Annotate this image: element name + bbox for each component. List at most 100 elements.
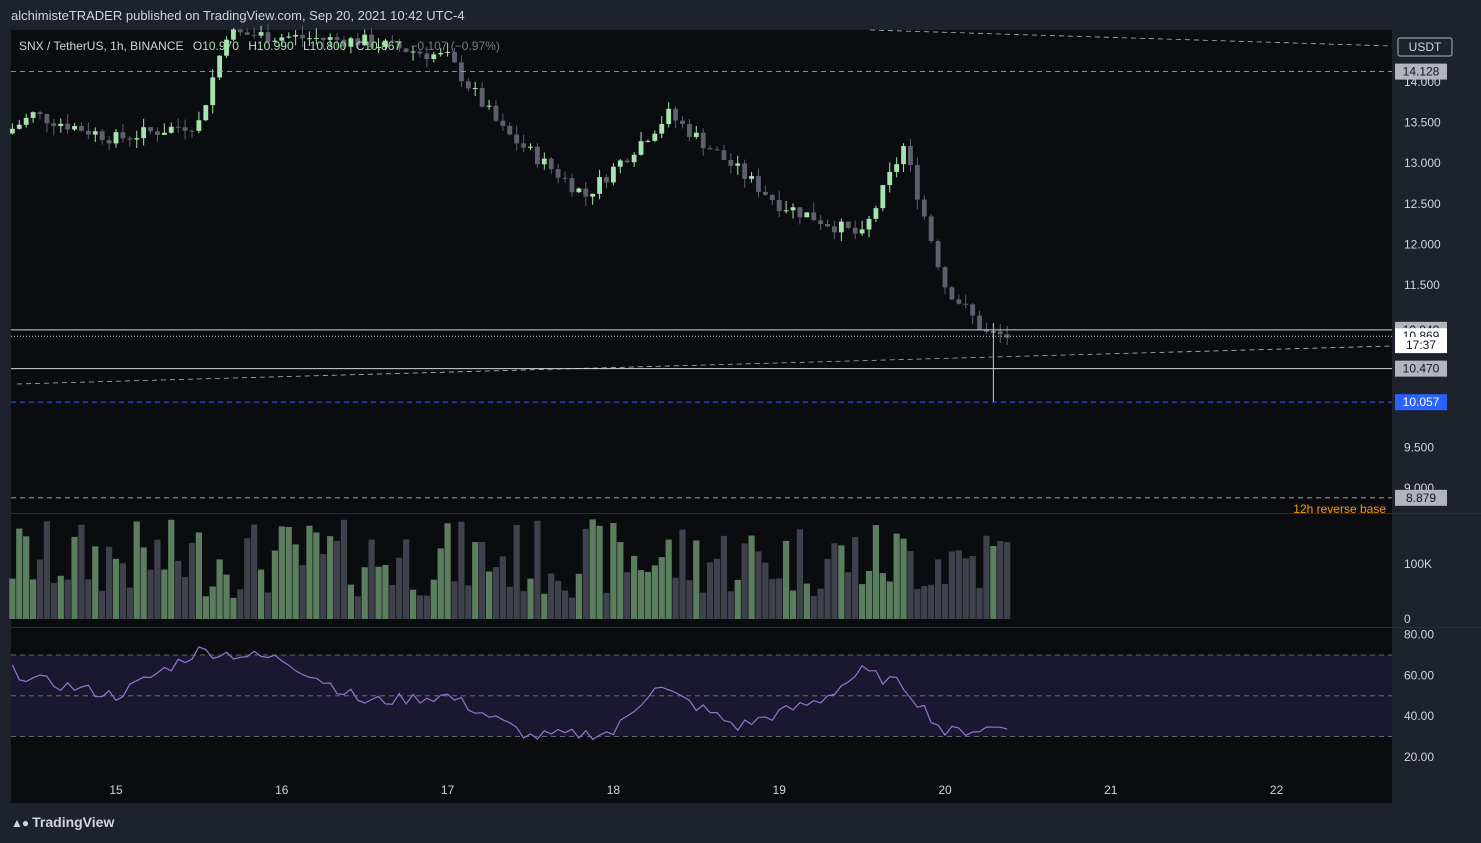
volume-bar xyxy=(672,577,679,619)
candle-body xyxy=(410,51,416,53)
candle-body xyxy=(977,315,982,330)
candle-body xyxy=(362,34,368,46)
volume-bar xyxy=(810,596,817,619)
low-value: 10.800 xyxy=(309,39,347,53)
candle-body xyxy=(286,36,292,38)
volume-bar xyxy=(886,581,893,619)
candle-body xyxy=(452,51,457,63)
candle-body xyxy=(762,191,768,195)
candle-body xyxy=(956,299,962,304)
candle-body xyxy=(9,128,15,134)
volume-bar xyxy=(983,535,990,619)
candle-body xyxy=(631,154,637,163)
candle-body xyxy=(887,171,893,186)
volume-bar xyxy=(852,537,859,619)
candle-body xyxy=(389,40,395,42)
price-tick-label: 11.500 xyxy=(1404,278,1440,292)
time-tick-label: 17 xyxy=(441,783,455,797)
volume-bar xyxy=(154,539,161,619)
candle-body xyxy=(949,287,955,300)
volume-bar xyxy=(845,572,852,619)
volume-bar xyxy=(976,588,983,619)
candle-body xyxy=(258,32,264,36)
volume-bar xyxy=(534,520,541,619)
volume-bar xyxy=(485,571,493,619)
rsi-tick-label: 60.00 xyxy=(1404,668,1434,682)
volume-bar xyxy=(251,524,258,619)
high-label: H xyxy=(248,39,257,53)
candle-body xyxy=(700,132,706,149)
candle-body xyxy=(610,166,616,183)
change-value: −0.107 (−0.97%) xyxy=(410,39,500,53)
price-axis[interactable] xyxy=(1392,30,1481,803)
candle-body xyxy=(756,176,761,192)
candle-body xyxy=(548,158,554,170)
candle-body xyxy=(859,229,865,234)
volume-bar xyxy=(472,542,479,619)
candle-body xyxy=(901,146,906,165)
candle-body xyxy=(583,188,589,197)
price-label: 8.879 xyxy=(1406,491,1436,505)
volume-bar xyxy=(879,573,886,619)
volume-bar xyxy=(437,548,444,619)
price-label-box xyxy=(1395,63,1447,80)
time-tick-label: 22 xyxy=(1270,783,1284,797)
price-label: 14.128 xyxy=(1403,65,1440,79)
candle-body xyxy=(749,176,754,179)
volume-bar xyxy=(327,536,334,619)
candle-body xyxy=(990,331,996,333)
candle-body xyxy=(528,146,533,148)
volume-bar xyxy=(492,567,500,619)
price-label: 10.057 xyxy=(1403,395,1440,409)
tradingview-brand[interactable]: ▲● TradingView xyxy=(11,814,114,830)
candle-body xyxy=(307,38,312,40)
candle-body xyxy=(638,141,644,155)
volume-bar xyxy=(458,521,465,619)
volume-bar xyxy=(872,525,880,619)
candle-body xyxy=(348,38,354,47)
volume-bar xyxy=(624,572,631,619)
candle-body xyxy=(963,303,969,305)
volume-bar xyxy=(928,584,935,619)
volume-bar xyxy=(893,533,900,619)
volume-bar xyxy=(520,591,527,619)
volume-bar xyxy=(796,529,804,619)
price-tick-label: 12.000 xyxy=(1404,237,1441,251)
volume-bar xyxy=(782,540,790,619)
volume-bar xyxy=(64,579,71,619)
volume-bar xyxy=(9,578,16,619)
volume-bar xyxy=(561,590,569,619)
trendline-upper xyxy=(869,29,1393,47)
volume-bar xyxy=(340,519,348,619)
candle-body xyxy=(914,165,920,200)
candle-body xyxy=(51,123,57,127)
candle-body xyxy=(935,241,941,268)
volume-bar xyxy=(237,589,244,619)
volume-bar xyxy=(57,575,64,619)
time-tick-label: 20 xyxy=(938,783,952,797)
candle-body xyxy=(72,125,77,130)
candle-body xyxy=(555,169,561,178)
open-value: 10.970 xyxy=(202,39,239,53)
candle-body xyxy=(106,140,112,144)
candle-body xyxy=(852,227,858,234)
volume-bar xyxy=(396,557,403,619)
volume-bar xyxy=(403,539,410,619)
volume-bar xyxy=(900,538,907,619)
candle-body xyxy=(155,131,160,135)
volume-bar xyxy=(713,558,721,619)
price-label-box xyxy=(1395,489,1447,506)
currency-badge-box xyxy=(1397,37,1453,57)
volume-bar xyxy=(596,525,603,619)
volume-bar xyxy=(29,579,37,619)
volume-bar xyxy=(955,550,962,619)
volume-bar xyxy=(71,536,78,619)
candle-body xyxy=(30,112,36,118)
volume-bar xyxy=(50,583,57,619)
volume-bar xyxy=(907,550,914,619)
volume-bar xyxy=(941,583,949,619)
volume-bar xyxy=(858,584,866,619)
volume-bar xyxy=(644,571,652,619)
candle-body xyxy=(383,40,388,47)
